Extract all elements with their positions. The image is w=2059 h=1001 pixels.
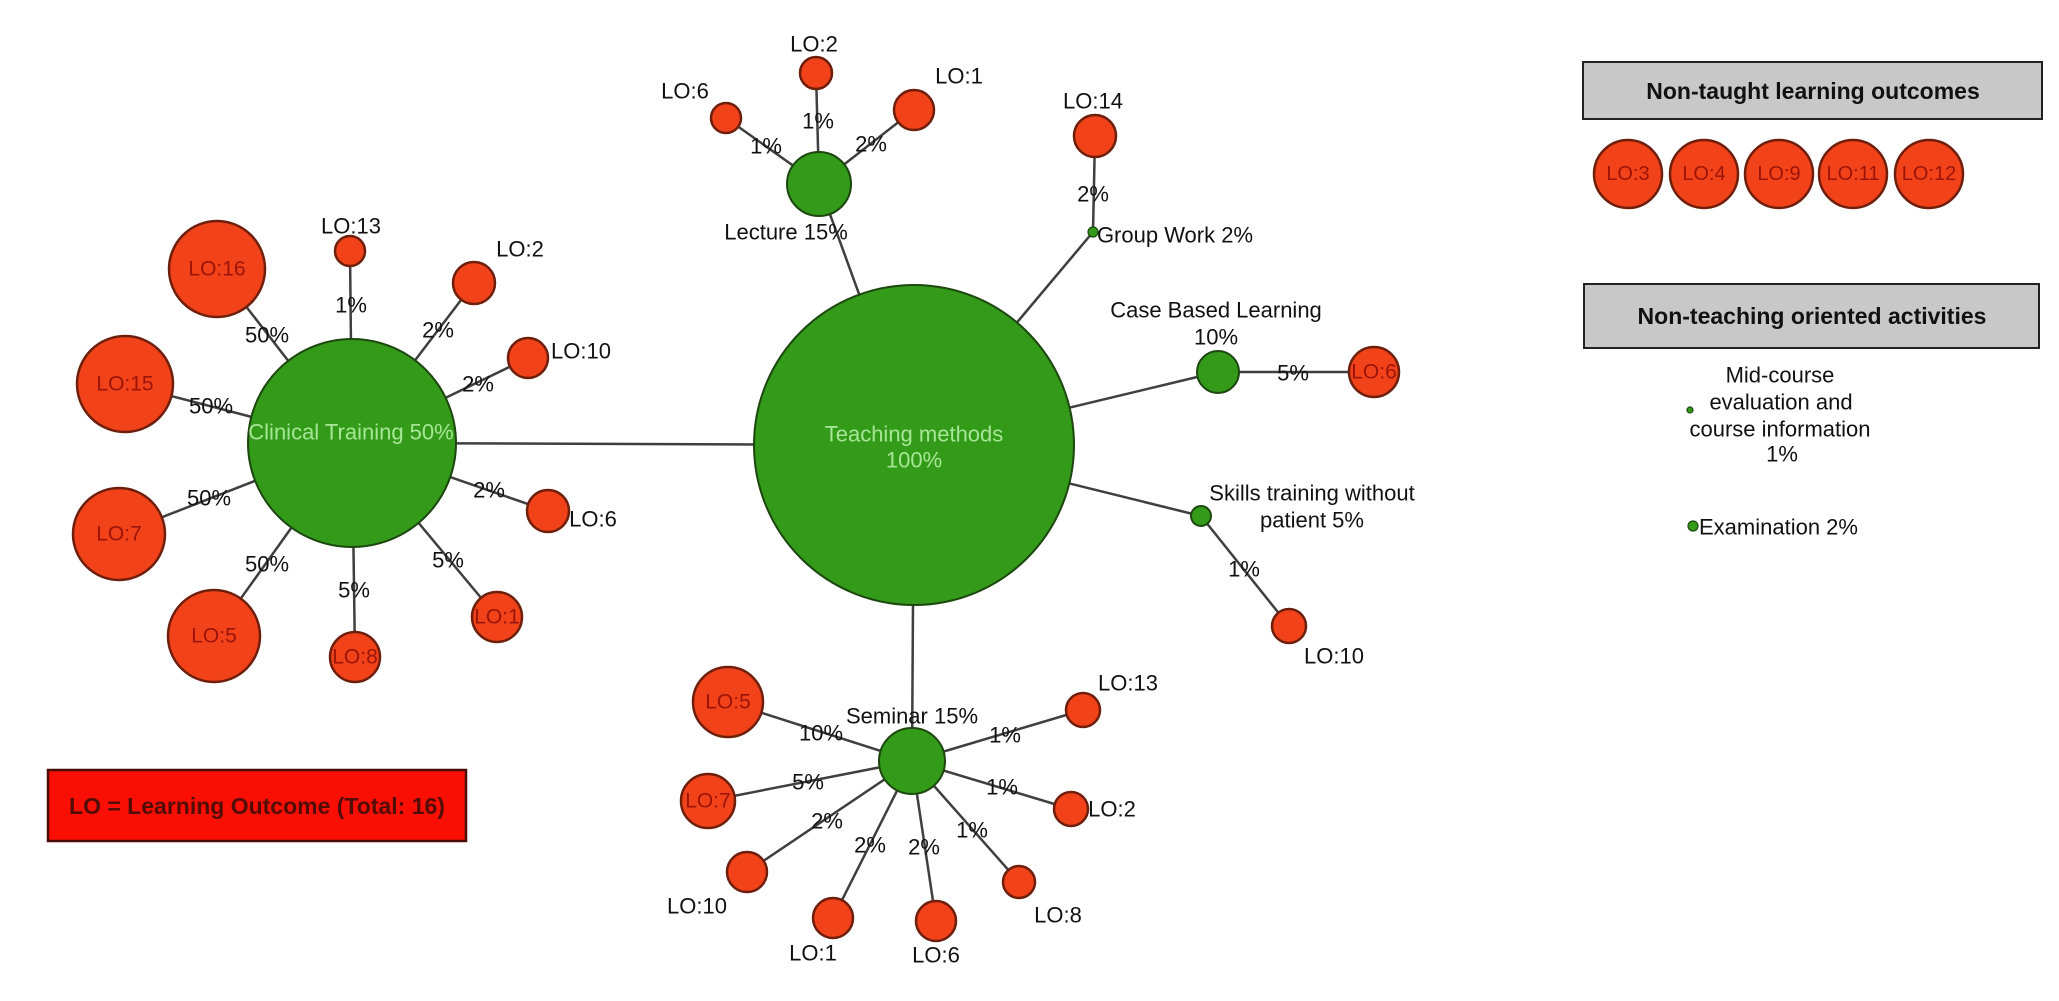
svg-text:2%: 2% [462,372,494,397]
svg-text:Seminar 15%: Seminar 15% [846,704,978,729]
svg-text:2%: 2% [473,478,505,503]
svg-text:LO:7: LO:7 [96,523,142,546]
svg-text:LO:11: LO:11 [1827,163,1880,185]
svg-text:Teaching methods: Teaching methods [825,422,1004,447]
svg-text:LO:3: LO:3 [1606,163,1649,185]
svg-text:Case Based Learning: Case Based Learning [1110,298,1322,323]
svg-text:LO:8: LO:8 [1034,903,1082,928]
svg-text:course information: course information [1690,417,1871,442]
svg-text:5%: 5% [1277,361,1309,386]
svg-text:LO:13: LO:13 [1098,671,1158,696]
svg-text:Group Work 2%: Group Work 2% [1097,223,1253,248]
svg-text:Examination 2%: Examination 2% [1699,515,1858,540]
svg-text:5%: 5% [792,770,824,795]
svg-text:LO:9: LO:9 [1757,163,1800,185]
svg-text:LO:10: LO:10 [551,339,611,364]
svg-text:evaluation and: evaluation and [1709,390,1852,415]
svg-text:2%: 2% [854,833,886,858]
svg-text:Non-taught learning outcomes: Non-taught learning outcomes [1646,78,1980,104]
svg-text:LO:6: LO:6 [1351,361,1397,384]
svg-text:LO:6: LO:6 [569,507,617,532]
svg-text:LO = Learning Outcome (Total:: LO = Learning Outcome (Total: 16) [69,793,445,819]
svg-text:LO:8: LO:8 [332,646,378,669]
svg-text:50%: 50% [189,394,233,419]
svg-text:50%: 50% [187,486,231,511]
svg-text:1%: 1% [956,818,988,843]
svg-text:50%: 50% [245,552,289,577]
svg-text:LO:5: LO:5 [705,691,751,714]
svg-text:Mid-course: Mid-course [1726,363,1835,388]
svg-text:LO:1: LO:1 [789,941,837,966]
svg-text:LO:5: LO:5 [191,625,237,648]
svg-text:5%: 5% [338,578,370,603]
svg-text:1%: 1% [989,723,1021,748]
svg-text:LO:2: LO:2 [1088,797,1136,822]
svg-text:Lecture 15%: Lecture 15% [724,220,848,245]
svg-text:1%: 1% [986,775,1018,800]
svg-text:Skills training without: Skills training without [1209,481,1414,506]
svg-text:50%: 50% [245,323,289,348]
svg-text:LO:2: LO:2 [790,32,838,57]
svg-text:1%: 1% [335,293,367,318]
svg-text:LO:10: LO:10 [1304,644,1364,669]
svg-text:LO:6: LO:6 [912,943,960,968]
svg-text:2%: 2% [1077,182,1109,207]
svg-text:LO:10: LO:10 [667,894,727,919]
svg-text:2%: 2% [908,835,940,860]
svg-text:LO:6: LO:6 [661,79,709,104]
svg-text:1%: 1% [750,134,782,159]
svg-text:5%: 5% [432,548,464,573]
svg-text:1%: 1% [1228,557,1260,582]
svg-text:LO:4: LO:4 [1682,163,1725,185]
svg-text:LO:14: LO:14 [1063,89,1123,114]
svg-text:LO:12: LO:12 [1902,163,1956,185]
svg-text:LO:2: LO:2 [496,237,544,262]
svg-text:10%: 10% [799,721,843,746]
svg-text:2%: 2% [855,132,887,157]
svg-text:100%: 100% [886,448,942,473]
svg-text:Non-teaching oriented activiti: Non-teaching oriented activities [1638,303,1987,329]
svg-text:LO:1: LO:1 [935,64,983,89]
svg-text:1%: 1% [802,109,834,134]
svg-text:2%: 2% [811,809,843,834]
svg-text:10%: 10% [1194,325,1238,350]
svg-text:LO:7: LO:7 [685,790,731,813]
svg-text:LO:1: LO:1 [474,606,520,629]
svg-text:patient 5%: patient 5% [1260,508,1364,533]
svg-text:Clinical Training 50%: Clinical Training 50% [248,420,453,445]
svg-text:LO:16: LO:16 [188,258,245,281]
svg-text:LO:13: LO:13 [321,214,381,239]
svg-text:LO:15: LO:15 [96,373,153,396]
svg-text:1%: 1% [1766,442,1798,467]
svg-text:2%: 2% [422,318,454,343]
